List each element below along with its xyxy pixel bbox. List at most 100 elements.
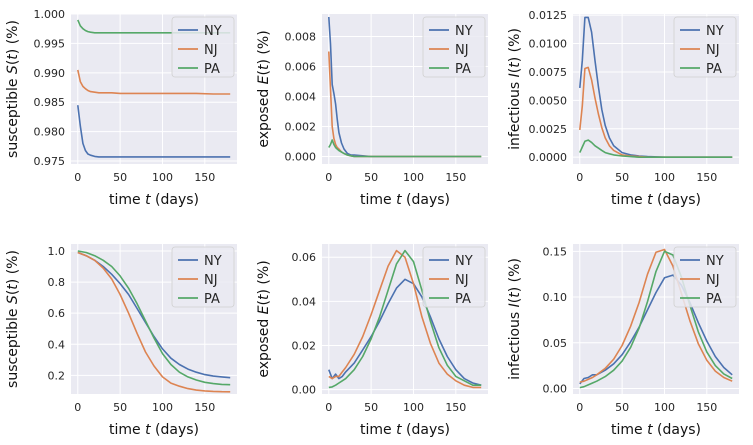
- y-tick-label: 0.2: [48, 369, 66, 382]
- x-tick-label: 0: [74, 171, 81, 184]
- y-axis-label: susceptible S(t) (%): [5, 250, 21, 388]
- y-tick-label: 0.15: [543, 245, 568, 258]
- y-tick-label: 0.995: [34, 37, 66, 50]
- legend-box: [673, 16, 737, 78]
- y-tick-label: 0.00: [292, 384, 317, 397]
- legend-label-pa: PA: [706, 292, 722, 307]
- x-tick-label: 100: [654, 171, 675, 184]
- series-line-nj: [77, 251, 231, 393]
- y-tick-label: 0.6: [48, 307, 66, 320]
- legend-box: [422, 246, 486, 308]
- y-tick-label: 1.000: [34, 8, 66, 21]
- x-tick-label: 100: [152, 401, 173, 414]
- x-tick-label: 50: [364, 171, 378, 184]
- x-axis-label: time t (days): [360, 422, 450, 438]
- y-tick-label: 0.02: [292, 339, 317, 352]
- legend-label-ny: NY: [455, 24, 473, 39]
- series-line-pa: [328, 249, 482, 389]
- y-tick-label: 0.10: [543, 291, 568, 304]
- chart-panel-5: 0 50 100 150 0.00 0.05 0.10 0.15 NY NJ PA time t (d…: [507, 244, 739, 438]
- legend-label-nj: NJ: [706, 273, 720, 288]
- x-tick-label: 0: [576, 401, 583, 414]
- y-tick-label: 1.0: [48, 245, 66, 258]
- legend-box: [422, 16, 486, 78]
- x-axis-label: time t (days): [611, 192, 701, 208]
- x-tick-label: 50: [615, 401, 629, 414]
- x-axis-label: time t (days): [109, 192, 199, 208]
- y-tick-label: 0.0050: [529, 94, 568, 107]
- x-tick-label: 150: [696, 401, 717, 414]
- y-tick-label: 0.05: [543, 337, 568, 350]
- legend-label-nj: NJ: [204, 273, 218, 288]
- y-tick-label: 0.002: [285, 121, 317, 134]
- legend-label-pa: PA: [204, 62, 220, 77]
- y-tick-label: 0.8: [48, 276, 66, 289]
- x-tick-label: 0: [576, 171, 583, 184]
- legend-label-nj: NJ: [204, 43, 218, 58]
- y-axis-label: exposed E(t) (%): [256, 30, 272, 147]
- legend-box: [673, 246, 737, 308]
- y-tick-label: 0.4: [48, 338, 66, 351]
- series-line-ny: [328, 278, 482, 386]
- x-tick-label: 150: [445, 401, 466, 414]
- legend-box: [171, 16, 235, 78]
- x-tick-label: 50: [364, 401, 378, 414]
- series-line-nj: [328, 249, 482, 389]
- y-tick-label: 0.00: [543, 383, 568, 396]
- series-line-ny: [579, 274, 733, 385]
- x-tick-label: 100: [403, 171, 424, 184]
- x-axis-label: time t (days): [109, 422, 199, 438]
- x-tick-label: 50: [113, 171, 127, 184]
- series-line-nj: [579, 248, 733, 383]
- chart-panel-2: 0 50 100 150 0.0000 0.0025 0.0050 0.0075 0.0100 0…: [507, 9, 739, 208]
- chart-panel-0: 0 50 100 150 0.975 0.980 0.985 0.990 0.995 1.000 N…: [5, 8, 237, 208]
- x-tick-label: 0: [74, 401, 81, 414]
- y-tick-label: 0.008: [285, 31, 317, 44]
- x-tick-label: 0: [325, 401, 332, 414]
- y-axis-label: infectious I(t) (%): [507, 28, 523, 150]
- legend-label-nj: NJ: [455, 43, 469, 58]
- y-tick-label: 0.0025: [529, 123, 568, 136]
- chart-panel-1: 0 50 100 150 0.000 0.002 0.004 0.006 0.008 NY NJ PA…: [256, 14, 488, 208]
- x-tick-label: 100: [152, 171, 173, 184]
- legend-label-ny: NY: [706, 254, 724, 269]
- y-tick-label: 0.0000: [529, 151, 568, 164]
- y-tick-label: 0.06: [292, 251, 317, 264]
- legend-label-ny: NY: [706, 24, 724, 39]
- y-tick-label: 0.975: [34, 155, 66, 168]
- chart-panel-3: 0 50 100 150 0.2 0.4 0.6 0.8 1.0 NY NJ PA time t (da…: [5, 244, 237, 438]
- y-tick-label: 0.04: [292, 295, 317, 308]
- x-tick-label: 150: [696, 171, 717, 184]
- x-tick-label: 50: [113, 401, 127, 414]
- series-line-nj: [77, 69, 231, 95]
- x-tick-label: 100: [654, 401, 675, 414]
- y-tick-label: 0.006: [285, 61, 317, 74]
- y-tick-label: 0.004: [285, 91, 317, 104]
- x-tick-label: 100: [403, 401, 424, 414]
- series-line-ny: [77, 105, 231, 158]
- series-line-pa: [77, 250, 231, 386]
- series-line-pa: [579, 139, 733, 158]
- legend-label-pa: PA: [455, 292, 471, 307]
- legend-label-nj: NJ: [455, 273, 469, 288]
- legend-label-nj: NJ: [706, 43, 720, 58]
- x-tick-label: 150: [194, 171, 215, 184]
- x-tick-label: 50: [615, 171, 629, 184]
- legend-label-pa: PA: [706, 62, 722, 77]
- y-tick-label: 0.990: [34, 67, 66, 80]
- legend-label-ny: NY: [455, 254, 473, 269]
- y-tick-label: 0.0075: [529, 66, 568, 79]
- y-tick-label: 0.985: [34, 96, 66, 109]
- x-tick-label: 150: [445, 171, 466, 184]
- legend-box: [171, 246, 235, 308]
- legend-label-pa: PA: [204, 292, 220, 307]
- y-tick-label: 0.0100: [529, 38, 568, 51]
- x-axis-label: time t (days): [611, 422, 701, 438]
- x-tick-label: 0: [325, 171, 332, 184]
- legend-label-ny: NY: [204, 24, 222, 39]
- legend-label-pa: PA: [455, 62, 471, 77]
- y-axis-label: susceptible S(t) (%): [5, 20, 21, 158]
- y-tick-label: 0.980: [34, 126, 66, 139]
- y-axis-label: infectious I(t) (%): [507, 258, 523, 380]
